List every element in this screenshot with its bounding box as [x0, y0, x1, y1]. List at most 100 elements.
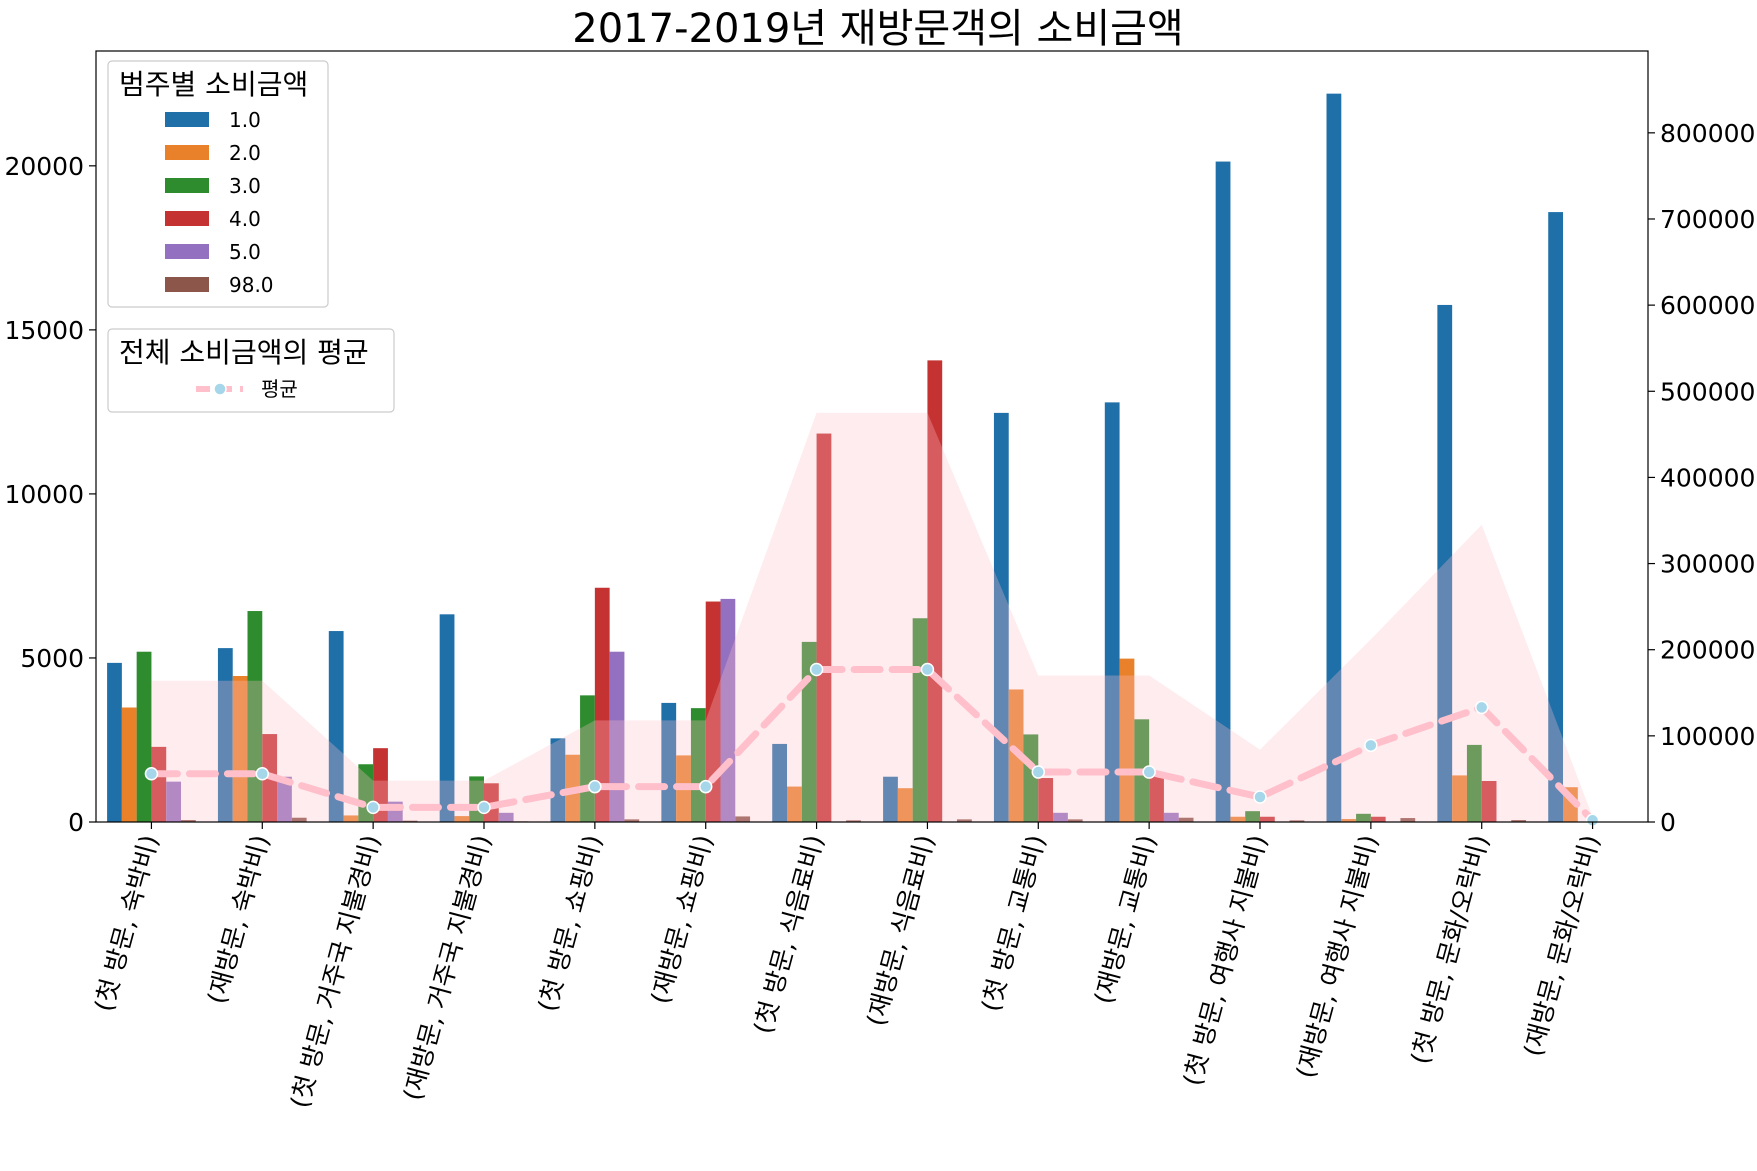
bars-layer	[107, 93, 1578, 823]
plot-frame	[95, 50, 1649, 823]
bar-2.0-12	[1452, 775, 1467, 822]
mean-point-4	[588, 779, 602, 794]
bar-1.0-0	[107, 662, 122, 822]
bar-4.0-11	[1370, 816, 1386, 822]
y2-tick-label-0: 0	[1660, 808, 1676, 837]
legend-swatch-5.0	[165, 244, 209, 259]
bar-3.0-6	[801, 641, 817, 822]
bar-1.0-10	[1215, 161, 1231, 822]
bar-1.0-13	[1548, 212, 1564, 823]
x-tick-label-6: (첫 방문, 식음료비)	[748, 832, 829, 1037]
bar-5.0-8	[1053, 812, 1068, 822]
bar-1.0-6	[772, 743, 788, 822]
y-tick-label-0: 0	[68, 808, 84, 837]
bar-5.0-3	[498, 812, 514, 822]
x-tick-label-2: (첫 방문, 거주국 지불경비)	[285, 832, 386, 1111]
y-tick-label-20000: 20000	[4, 152, 84, 181]
legend-mean-box	[107, 328, 395, 413]
legend-mean-label: 평균	[261, 377, 298, 401]
mean-point-6	[809, 662, 824, 677]
bar-98.0-2	[402, 820, 418, 822]
mean-point-10	[1253, 790, 1267, 804]
y-tick-label-5000: 5000	[20, 644, 84, 673]
legend-swatch-4.0	[165, 211, 209, 226]
bar-98.0-4	[624, 819, 640, 822]
legend-mean-marker	[213, 382, 227, 396]
x-tick-label-0: (첫 방문, 숙박비)	[89, 832, 164, 1015]
mean-point-3	[477, 800, 491, 815]
bar-98.0-5	[735, 816, 751, 822]
bar-98.0-11	[1400, 818, 1416, 822]
bar-98.0-1	[291, 817, 307, 822]
bar-2.0-7	[897, 788, 913, 822]
bar-1.0-1	[217, 648, 233, 822]
y2-tick-label-700000: 700000	[1660, 205, 1755, 234]
legend-label-2.0: 2.0	[229, 141, 261, 165]
bar-2.0-3	[454, 816, 470, 822]
x-tick-label-1: (재방문, 숙박비)	[202, 832, 275, 1007]
bar-4.0-12	[1481, 780, 1497, 822]
bar-98.0-12	[1511, 820, 1527, 822]
chart-title: 2017-2019년 재방문객의 소비금액	[572, 6, 1183, 52]
bar-4.0-9	[1149, 773, 1164, 822]
bar-3.0-5	[690, 708, 706, 822]
y-tick-label-15000: 15000	[4, 316, 84, 345]
bar-1.0-5	[661, 702, 677, 822]
x-tick-label-12: (첫 방문, 문화/오락비)	[1405, 832, 1494, 1067]
bar-98.0-8	[1067, 819, 1083, 822]
y2-tick-label-600000: 600000	[1660, 291, 1755, 320]
mean-point-11	[1364, 738, 1378, 753]
bar-1.0-8	[993, 412, 1009, 822]
legend-bars-title: 범주별 소비금액	[119, 68, 308, 101]
bar-98.0-7	[956, 819, 972, 822]
axes-layer: 0500010000150002000001000002000003000004…	[4, 50, 1755, 837]
bar-2.0-11	[1341, 819, 1357, 822]
bar-1.0-12	[1437, 304, 1453, 822]
bar-2.0-1	[232, 676, 248, 822]
x-tick-label-11: (재방문, 여행사 지불비)	[1291, 832, 1384, 1081]
legend-label-4.0: 4.0	[229, 207, 261, 231]
legend-swatch-3.0	[165, 178, 209, 193]
bar-98.0-10	[1289, 820, 1305, 822]
x-tick-labels: (첫 방문, 숙박비) (재방문, 숙박비) (첫 방문, 거주국 지불경비) (재방…	[89, 822, 1605, 1111]
mean-point-12	[1474, 700, 1489, 715]
bar-98.0-0	[180, 820, 196, 822]
mean-point-2	[366, 800, 380, 815]
bar-1.0-4	[550, 738, 566, 822]
bar-1.0-7	[883, 776, 898, 822]
bar-1.0-9	[1104, 402, 1120, 822]
mean-point-9	[1142, 765, 1156, 779]
bar-5.0-9	[1163, 812, 1179, 822]
mean-point-5	[698, 779, 713, 794]
bar-3.0-12	[1466, 744, 1482, 822]
x-tick-label-7: (재방문, 식음료비)	[861, 832, 940, 1029]
bar-2.0-9	[1119, 658, 1135, 822]
y-tick-label-10000: 10000	[4, 480, 84, 509]
y2-tick-label-400000: 400000	[1660, 463, 1755, 492]
bar-2.0-6	[787, 786, 802, 822]
bar-3.0-10	[1245, 811, 1260, 822]
x-tick-label-13: (재방문, 문화/오락비)	[1518, 832, 1605, 1060]
mean-confidence-band	[151, 412, 1593, 822]
bar-1.0-2	[328, 631, 344, 822]
bar-4.0-7	[927, 360, 943, 822]
x-tick-label-9: (재방문, 교통비)	[1089, 832, 1162, 1007]
bar-3.0-11	[1356, 813, 1371, 822]
mean-line	[147, 666, 1597, 824]
bar-4.0-4	[594, 587, 610, 822]
x-tick-label-4: (첫 방문, 쇼핑비)	[532, 832, 607, 1015]
legend-swatch-2.0	[165, 145, 209, 160]
y2-tick-label-300000: 300000	[1660, 550, 1755, 579]
x-tick-label-3: (재방문, 거주국 지불경비)	[398, 832, 497, 1104]
legend-bars-box	[107, 60, 329, 308]
bar-4.0-0	[151, 746, 167, 822]
legend-mean-title: 전체 소비금액의 평균	[119, 336, 369, 369]
mean-point-8	[1031, 765, 1046, 779]
bar-4.0-10	[1260, 816, 1275, 822]
bar-5.0-4	[609, 651, 625, 822]
bar-4.0-5	[705, 601, 721, 822]
legend-swatch-98.0	[165, 277, 209, 292]
legend-label-3.0: 3.0	[229, 174, 261, 198]
